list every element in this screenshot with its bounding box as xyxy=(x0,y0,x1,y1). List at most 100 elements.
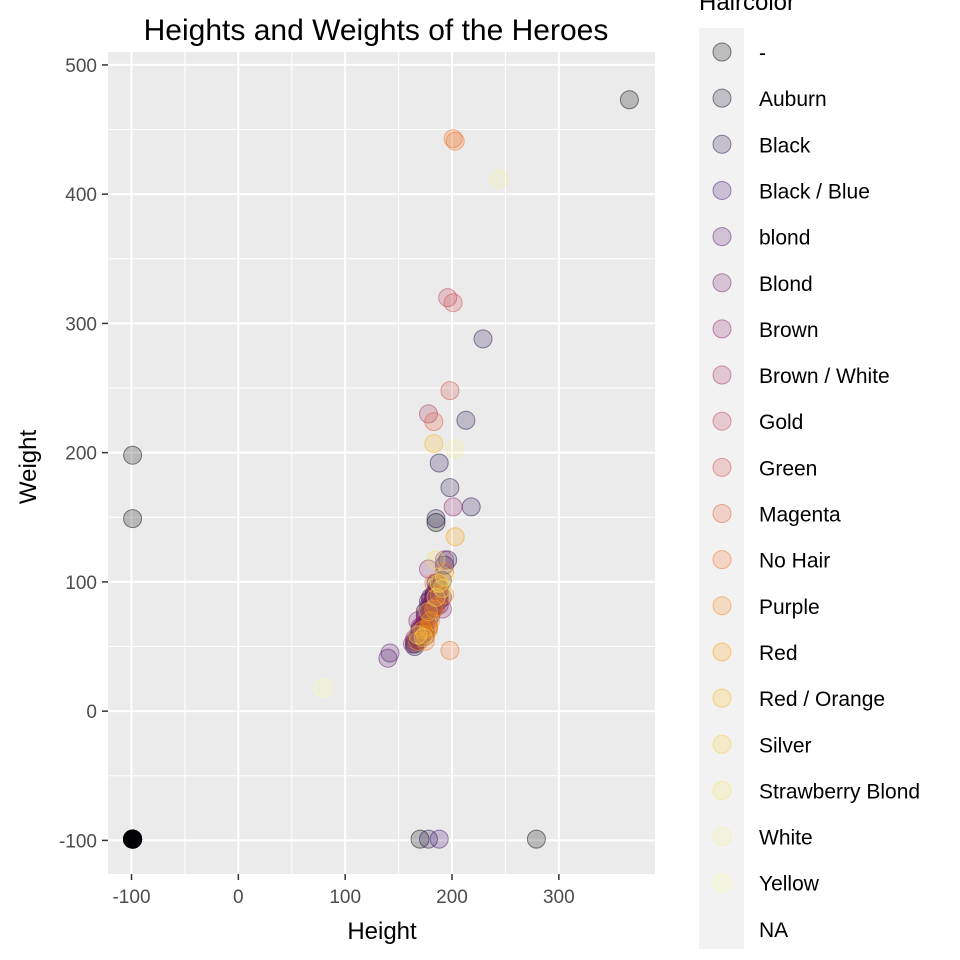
x-tick-label: 200 xyxy=(436,887,468,908)
legend-entry: Silver xyxy=(712,734,812,757)
data-point xyxy=(429,578,449,598)
legend-key-background xyxy=(699,28,744,949)
data-point xyxy=(426,597,446,616)
data-point xyxy=(435,550,454,570)
data-point xyxy=(424,412,444,432)
data-point xyxy=(426,509,446,529)
legend-entry: Black xyxy=(712,134,811,157)
minor-gridlines xyxy=(108,52,655,874)
legend-label: Green xyxy=(759,457,817,480)
data-point xyxy=(426,550,446,570)
data-point xyxy=(473,329,493,349)
legend-label: Auburn xyxy=(759,88,827,111)
data-point xyxy=(123,829,143,849)
data-point xyxy=(378,648,398,668)
legend-entry: - xyxy=(712,42,766,65)
data-point xyxy=(403,634,422,654)
legend-title: Haircolor xyxy=(699,0,795,16)
data-point xyxy=(408,628,428,647)
data-point xyxy=(443,129,463,149)
data-point xyxy=(435,562,454,582)
legend-entry: No Hair xyxy=(712,550,830,573)
data-point xyxy=(123,509,143,529)
data-point xyxy=(419,617,438,637)
data-point xyxy=(123,829,143,849)
y-axis-ticks: -100 0 100 200 300 400 500 xyxy=(59,56,108,852)
data-point xyxy=(415,626,435,646)
data-point xyxy=(421,611,441,631)
legend-label: Black / Blue xyxy=(759,180,870,203)
data-point xyxy=(410,617,430,637)
data-point xyxy=(413,617,433,637)
legend-label: NA xyxy=(759,919,788,942)
data-point xyxy=(435,555,454,575)
x-axis-title: Height xyxy=(347,918,417,945)
data-point xyxy=(424,599,444,619)
data-point xyxy=(429,590,449,610)
legend-key xyxy=(712,365,732,385)
legend-entry: Yellow xyxy=(712,873,820,896)
data-point xyxy=(123,829,143,849)
data-point xyxy=(421,590,441,610)
data-point xyxy=(438,550,458,570)
legend-key xyxy=(712,734,732,754)
legend-key xyxy=(712,550,732,570)
data-point xyxy=(424,599,444,619)
data-point xyxy=(123,829,143,849)
data-point xyxy=(461,497,481,517)
data-point xyxy=(123,829,143,849)
y-tick-label: 500 xyxy=(65,56,97,77)
data-point xyxy=(426,582,446,602)
data-point xyxy=(408,611,428,631)
data-point xyxy=(440,640,460,660)
data-point xyxy=(489,169,509,189)
plot-panel xyxy=(108,52,655,874)
legend-label: Silver xyxy=(759,734,812,757)
data-point xyxy=(526,829,546,849)
data-point xyxy=(405,629,425,649)
legend-label: blond xyxy=(759,227,810,250)
data-point xyxy=(427,578,447,598)
legend-label: Red xyxy=(759,642,798,665)
data-point xyxy=(405,631,425,651)
data-point xyxy=(415,631,435,651)
legend-entry: Red xyxy=(712,642,798,665)
data-point xyxy=(426,587,446,607)
data-point xyxy=(440,478,460,498)
legend-entry: Green xyxy=(712,457,817,480)
legend-key xyxy=(712,227,732,247)
data-point xyxy=(456,410,476,430)
x-tick-label: 300 xyxy=(543,887,575,908)
data-point xyxy=(619,90,639,110)
data-point xyxy=(443,293,463,313)
data-point xyxy=(413,622,433,642)
data-point xyxy=(419,602,438,622)
legend-key xyxy=(712,457,732,477)
data-point xyxy=(424,573,444,593)
legend-key xyxy=(712,134,732,154)
data-point xyxy=(440,381,460,401)
data-point xyxy=(424,585,444,605)
data-point xyxy=(123,829,143,849)
data-point xyxy=(432,571,452,591)
data-point xyxy=(410,630,430,650)
legend-key xyxy=(712,873,732,893)
data-point xyxy=(424,434,444,454)
data-point xyxy=(419,597,438,616)
legend-label: Red / Orange xyxy=(759,688,885,711)
legend-label: Magenta xyxy=(759,504,841,527)
data-point xyxy=(424,587,444,607)
x-tick-label: 0 xyxy=(233,887,244,908)
legend-entry: Black / Blue xyxy=(712,180,870,203)
data-point xyxy=(123,829,143,849)
data-point xyxy=(123,829,143,849)
data-point xyxy=(419,559,438,579)
x-tick-label: 100 xyxy=(329,887,361,908)
legend-key xyxy=(712,411,732,431)
data-point xyxy=(419,591,438,611)
y-tick-label: 300 xyxy=(65,314,97,335)
legend-label: Blond xyxy=(759,273,813,296)
legend-key xyxy=(712,688,732,708)
chart-title: Heights and Weights of the Heroes xyxy=(144,14,609,47)
y-tick-label: 200 xyxy=(65,444,97,465)
